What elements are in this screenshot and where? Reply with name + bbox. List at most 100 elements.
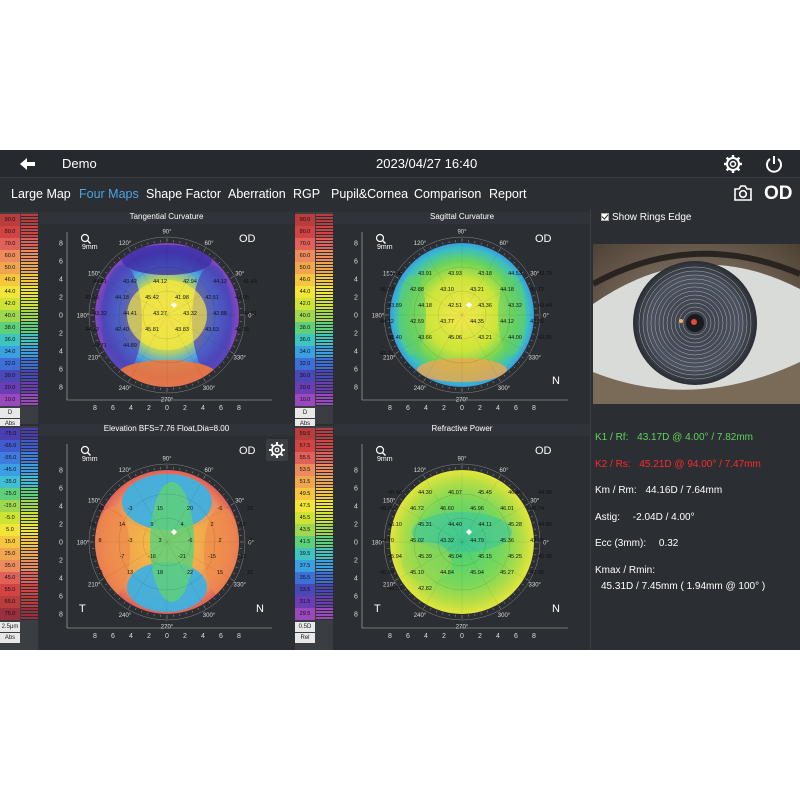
grid-spoke [461,541,525,579]
angle-tick [197,473,199,476]
angle-tick [191,471,193,474]
tangential-curvature-map[interactable]: Tangential Curvature 90° 60° 30° 0° 330° 300°… [39,212,294,422]
sagittal-curvature-map[interactable]: Sagittal Curvature 90° 60° 30° 0° 330° 300° 27… [334,212,590,422]
zoom-icon[interactable] [375,445,386,456]
map-region [204,507,239,597]
map-value: 43.42 [123,279,137,285]
map-eye-label: OD [535,233,552,245]
angle-tick [191,383,193,386]
grid-spoke [166,314,230,352]
map-value: 43.44 [538,303,552,309]
zoom-icon[interactable] [375,233,386,244]
scale-value: 44.0 [0,286,20,298]
angle-tick [237,560,240,562]
scale-swatch [21,488,38,500]
angle-tick [517,266,520,269]
map-value: 43.75 [538,271,552,277]
zoom-label: 9mm [377,244,393,251]
scale-value: -15.0 [0,500,20,512]
x-tick-label: 2 [147,405,151,412]
power-icon[interactable] [764,154,784,174]
angle-label: 270° [161,398,174,404]
y-tick-label: 4 [59,576,63,583]
map-value: 43.10 [440,287,454,293]
map-value: 45.24 [380,287,394,293]
angle-tick [486,383,488,386]
angle-label: 0° [248,541,254,547]
map-value: 41.64 [243,279,257,285]
y-tick-label: 6 [59,594,63,601]
x-tick-label: 8 [237,633,241,640]
camera-icon[interactable] [733,184,753,202]
scale-value: -75.0 [0,428,20,440]
kmax-value: 45.31D / 7.45mm ( 1.94mm @ 100° ) [601,581,766,592]
angle-label: 300° [498,613,511,619]
tab-rgp[interactable]: RGP [293,187,321,201]
angle-tick [418,374,421,377]
angle-tick [508,257,511,260]
angle-label: 60° [499,241,509,247]
scale-value: 70.0 [0,238,20,250]
angle-tick [213,597,216,600]
scale-swatch [21,464,38,476]
scale-swatch [316,452,333,464]
y-tick-label: 0 [59,540,63,547]
scale-value: 80.0 [295,226,315,238]
placido-ring [678,306,712,340]
refractive-power-map[interactable]: Refractive Power 90° 60° 30° 0° 330° 300° 270°… [334,424,590,650]
scale-mode: Abs [0,419,20,429]
angle-tick [436,383,438,386]
tab-large-map[interactable]: Large Map [11,187,71,201]
map-value: 45.06 [448,335,462,341]
gear-icon[interactable] [723,154,743,174]
y-tick-label: 2 [59,558,63,565]
scale-swatch [21,322,38,334]
tab-report[interactable]: Report [489,187,527,201]
elevation-map[interactable]: Elevation BFS=7.76 Float,Dia=8.00 90° 60°… [39,424,294,650]
gear-icon[interactable] [266,439,288,461]
placido-ring [650,278,740,368]
scale-swatch [21,286,38,298]
eye-photo [591,244,800,404]
map-value: 45.04 [470,570,484,576]
angle-tick [480,469,482,472]
angle-tick [135,608,137,611]
angle-tick [208,601,211,604]
placido-ring [670,298,720,348]
map-value: -6 [218,506,223,512]
angle-tick [226,356,229,359]
zoom-icon[interactable] [80,445,91,456]
map-value: 44.35 [470,319,484,325]
map-value: 43.95 [538,335,552,341]
scale-swatch [316,476,333,488]
angle-label: 210° [383,356,396,362]
angle-tick [100,276,104,279]
angle-tick [393,572,396,574]
tab-pupil-cornea[interactable]: Pupil&Cornea [331,187,409,201]
y-tick-label: 2 [354,295,358,302]
tab-shape-factor[interactable]: Shape Factor [146,187,222,201]
map-value: 20 [187,506,193,512]
back-arrow-icon[interactable] [18,155,38,173]
tab-four-maps[interactable]: Four Maps [79,187,139,201]
map-value: 22 [187,570,193,576]
map-value: 4 [180,522,183,528]
top-bar: Demo 2023/04/27 16:40 [0,150,800,178]
placido-ring [662,290,728,356]
zoom-icon[interactable] [80,233,91,244]
angle-tick [423,378,426,382]
checkbox-checked-icon[interactable] [601,213,609,222]
x-tick-label: 8 [93,633,97,640]
tab-comparison[interactable]: Comparison [414,187,482,201]
angle-tick [218,488,221,491]
map-value: 45.27 [500,570,514,576]
map-value: 45.42 [145,295,159,301]
scale-swatch [21,524,38,536]
tab-aberration[interactable]: Aberration [228,187,286,201]
show-rings-edge-checkbox[interactable]: Show Rings Edge [601,212,692,223]
x-tick-label: 2 [442,405,446,412]
angle-label: 330° [529,583,542,589]
y-tick-label: 8 [354,612,358,619]
x-tick-label: 2 [478,633,482,640]
angle-tick [100,503,104,506]
